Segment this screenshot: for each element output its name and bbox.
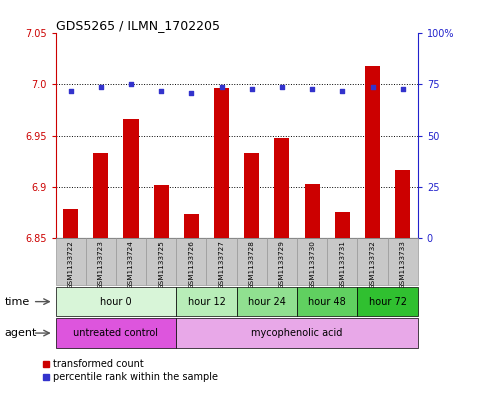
Point	[97, 83, 105, 90]
Point	[67, 88, 74, 94]
Bar	[395, 170, 410, 238]
Text: untreated control: untreated control	[73, 328, 158, 338]
Bar	[237, 287, 297, 316]
Bar	[176, 318, 418, 348]
Bar	[56, 318, 176, 348]
Point	[399, 85, 407, 92]
Bar	[63, 209, 78, 238]
Point	[157, 88, 165, 94]
Bar	[357, 238, 388, 285]
Bar	[93, 153, 108, 238]
Text: hour 72: hour 72	[369, 297, 407, 307]
Point	[218, 83, 226, 90]
Bar	[124, 119, 139, 238]
Bar	[297, 287, 357, 316]
Point	[278, 83, 286, 90]
Text: GSM1133724: GSM1133724	[128, 240, 134, 289]
Text: GSM1133730: GSM1133730	[309, 240, 315, 289]
Bar	[297, 238, 327, 285]
Text: GSM1133731: GSM1133731	[340, 240, 345, 289]
Bar	[274, 138, 289, 238]
Bar	[267, 238, 297, 285]
Text: GSM1133727: GSM1133727	[219, 240, 225, 289]
Bar	[146, 238, 176, 285]
Text: hour 24: hour 24	[248, 297, 286, 307]
Point	[369, 83, 376, 90]
Bar	[176, 238, 207, 285]
Bar	[214, 88, 229, 238]
Point	[339, 88, 346, 94]
Text: GSM1133729: GSM1133729	[279, 240, 285, 289]
Bar	[86, 238, 116, 285]
Text: hour 48: hour 48	[308, 297, 346, 307]
Bar	[244, 153, 259, 238]
Text: hour 12: hour 12	[187, 297, 226, 307]
Text: mycophenolic acid: mycophenolic acid	[251, 328, 343, 338]
Point	[187, 90, 195, 96]
Text: time: time	[5, 297, 30, 307]
Text: GSM1133726: GSM1133726	[188, 240, 194, 289]
Bar	[56, 238, 86, 285]
Text: GSM1133733: GSM1133733	[400, 240, 406, 289]
Text: GSM1133728: GSM1133728	[249, 240, 255, 289]
Text: hour 0: hour 0	[100, 297, 132, 307]
Bar	[176, 287, 237, 316]
Text: GSM1133723: GSM1133723	[98, 240, 104, 289]
Point	[308, 85, 316, 92]
Point	[127, 81, 135, 88]
Bar	[207, 238, 237, 285]
Bar	[335, 212, 350, 238]
Legend: transformed count, percentile rank within the sample: transformed count, percentile rank withi…	[39, 356, 222, 386]
Text: agent: agent	[5, 328, 37, 338]
Point	[248, 85, 256, 92]
Text: GDS5265 / ILMN_1702205: GDS5265 / ILMN_1702205	[56, 19, 220, 32]
Text: GSM1133725: GSM1133725	[158, 240, 164, 289]
Bar	[357, 287, 418, 316]
Bar	[56, 287, 176, 316]
Bar	[365, 66, 380, 238]
Bar	[327, 238, 357, 285]
Text: GSM1133732: GSM1133732	[369, 240, 375, 289]
Bar	[237, 238, 267, 285]
Bar	[305, 184, 320, 238]
Bar	[388, 238, 418, 285]
Text: GSM1133722: GSM1133722	[68, 240, 73, 289]
Bar	[154, 185, 169, 238]
Bar	[116, 238, 146, 285]
Bar	[184, 214, 199, 238]
